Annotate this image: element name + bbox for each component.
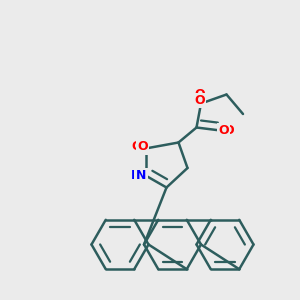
Text: N: N [136,169,146,182]
Text: N: N [130,169,141,182]
Text: O: O [137,140,148,154]
Text: O: O [218,124,229,137]
Text: O: O [194,88,205,100]
Text: O: O [194,94,205,107]
Text: O: O [224,124,234,137]
Text: O: O [132,140,142,154]
